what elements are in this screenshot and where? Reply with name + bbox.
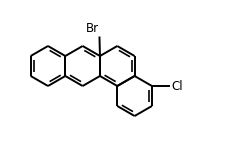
Text: Br: Br	[85, 22, 98, 35]
Text: Cl: Cl	[170, 80, 182, 93]
